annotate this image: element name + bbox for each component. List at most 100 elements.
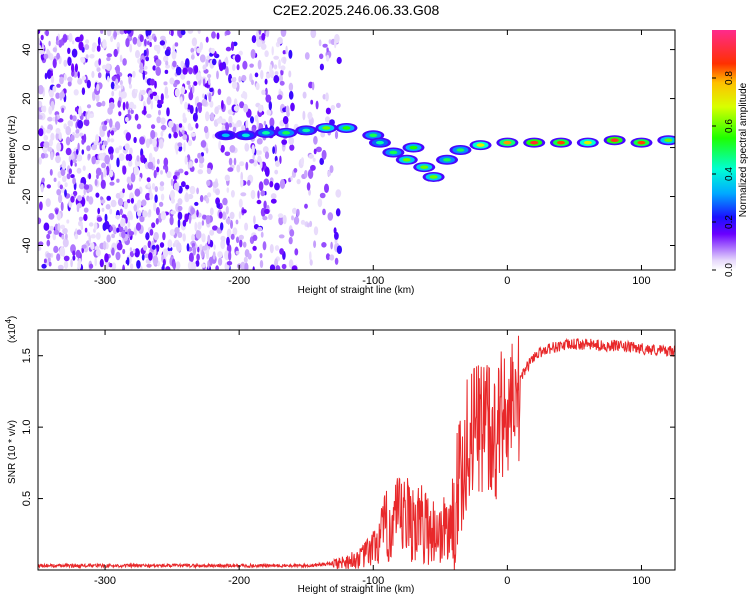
noise-dot: [210, 47, 215, 54]
noise-dot: [148, 252, 153, 261]
noise-dot: [162, 231, 166, 241]
noise-dot: [250, 116, 254, 124]
noise-dot: [309, 251, 312, 261]
noise-dot: [274, 245, 280, 251]
noise-dot: [291, 215, 294, 221]
noise-dot: [201, 233, 206, 243]
noise-dot: [84, 44, 90, 50]
noise-dot: [119, 30, 125, 35]
noise-dot: [269, 244, 274, 254]
noise-dot: [155, 66, 161, 76]
noise-dot: [108, 146, 114, 155]
noise-dot: [67, 47, 71, 54]
noise-dot: [309, 259, 313, 266]
track-point: [342, 126, 351, 130]
noise-dot: [150, 100, 154, 110]
noise-dot: [266, 109, 272, 116]
noise-dot: [207, 73, 212, 79]
noise-dot: [126, 176, 131, 184]
noise-dot: [225, 66, 229, 76]
noise-dot: [169, 216, 174, 226]
noise-dot: [288, 70, 292, 78]
noise-dot: [74, 233, 79, 240]
noise-dot: [177, 211, 183, 220]
noise-dot: [261, 32, 266, 41]
noise-dot: [110, 138, 115, 143]
noise-dot: [188, 91, 194, 101]
noise-dot: [127, 220, 131, 229]
noise-dot: [38, 128, 44, 137]
noise-dot: [235, 236, 240, 244]
noise-dot: [226, 187, 230, 193]
y-multiplier: (x104): [4, 316, 18, 343]
noise-dot: [329, 165, 334, 174]
noise-dot: [263, 200, 267, 210]
noise-dot: [212, 181, 219, 189]
noise-dot: [156, 166, 160, 173]
noise-dot: [63, 59, 68, 67]
noise-cloud: [38, 30, 342, 270]
noise-dot: [257, 59, 262, 70]
noise-dot: [66, 219, 70, 224]
noise-dot: [239, 239, 243, 248]
noise-dot: [243, 256, 248, 263]
noise-dot: [199, 195, 204, 203]
noise-dot: [45, 198, 51, 208]
x-tick-label: -200: [228, 575, 250, 587]
noise-dot: [231, 81, 238, 89]
noise-dot: [285, 45, 288, 55]
noise-dot: [164, 69, 169, 74]
noise-dot: [178, 145, 183, 152]
noise-dot: [41, 263, 47, 269]
noise-dot: [269, 181, 274, 188]
noise-dot: [271, 46, 274, 56]
noise-dot: [47, 146, 53, 152]
noise-dot: [74, 162, 77, 167]
noise-dot: [239, 161, 245, 167]
noise-dot: [88, 153, 91, 159]
noise-dot: [151, 124, 156, 129]
noise-dot: [114, 84, 121, 89]
noise-dot: [185, 58, 190, 68]
noise-dot: [280, 30, 287, 37]
noise-dot: [88, 196, 94, 205]
noise-dot: [118, 90, 122, 99]
x-tick-label: -200: [228, 275, 250, 287]
noise-dot: [56, 253, 61, 261]
noise-dot: [38, 157, 42, 165]
noise-dot: [160, 193, 165, 201]
noise-dot: [81, 149, 85, 155]
noise-dot: [221, 61, 227, 70]
noise-dot: [243, 103, 249, 113]
noise-dot: [176, 242, 182, 252]
noise-dot: [85, 39, 90, 44]
noise-dot: [38, 84, 44, 95]
noise-dot: [94, 257, 97, 267]
noise-dot: [134, 248, 140, 258]
noise-dot: [220, 239, 226, 250]
noise-dot: [55, 132, 60, 141]
bottom-x-axis-label: Height of straight line (km): [298, 584, 415, 595]
noise-dot: [147, 161, 154, 170]
noise-dot: [335, 189, 342, 198]
track-point: [664, 138, 673, 143]
noise-dot: [199, 156, 205, 164]
noise-dot: [57, 222, 61, 233]
noise-dot: [75, 36, 81, 43]
noise-dot: [288, 90, 294, 100]
noise-dot: [312, 157, 316, 162]
noise-dot: [42, 127, 46, 136]
noise-dot: [75, 249, 81, 258]
noise-dot: [111, 90, 115, 97]
noise-dot: [205, 215, 211, 225]
noise-dot: [179, 96, 183, 105]
noise-dot: [288, 82, 294, 92]
noise-dot: [186, 243, 190, 252]
noise-dot: [190, 54, 195, 60]
noise-dot: [226, 96, 232, 106]
noise-dot: [218, 257, 223, 266]
noise-dot: [330, 104, 336, 111]
noise-dot: [172, 243, 176, 248]
noise-dot: [325, 107, 331, 115]
